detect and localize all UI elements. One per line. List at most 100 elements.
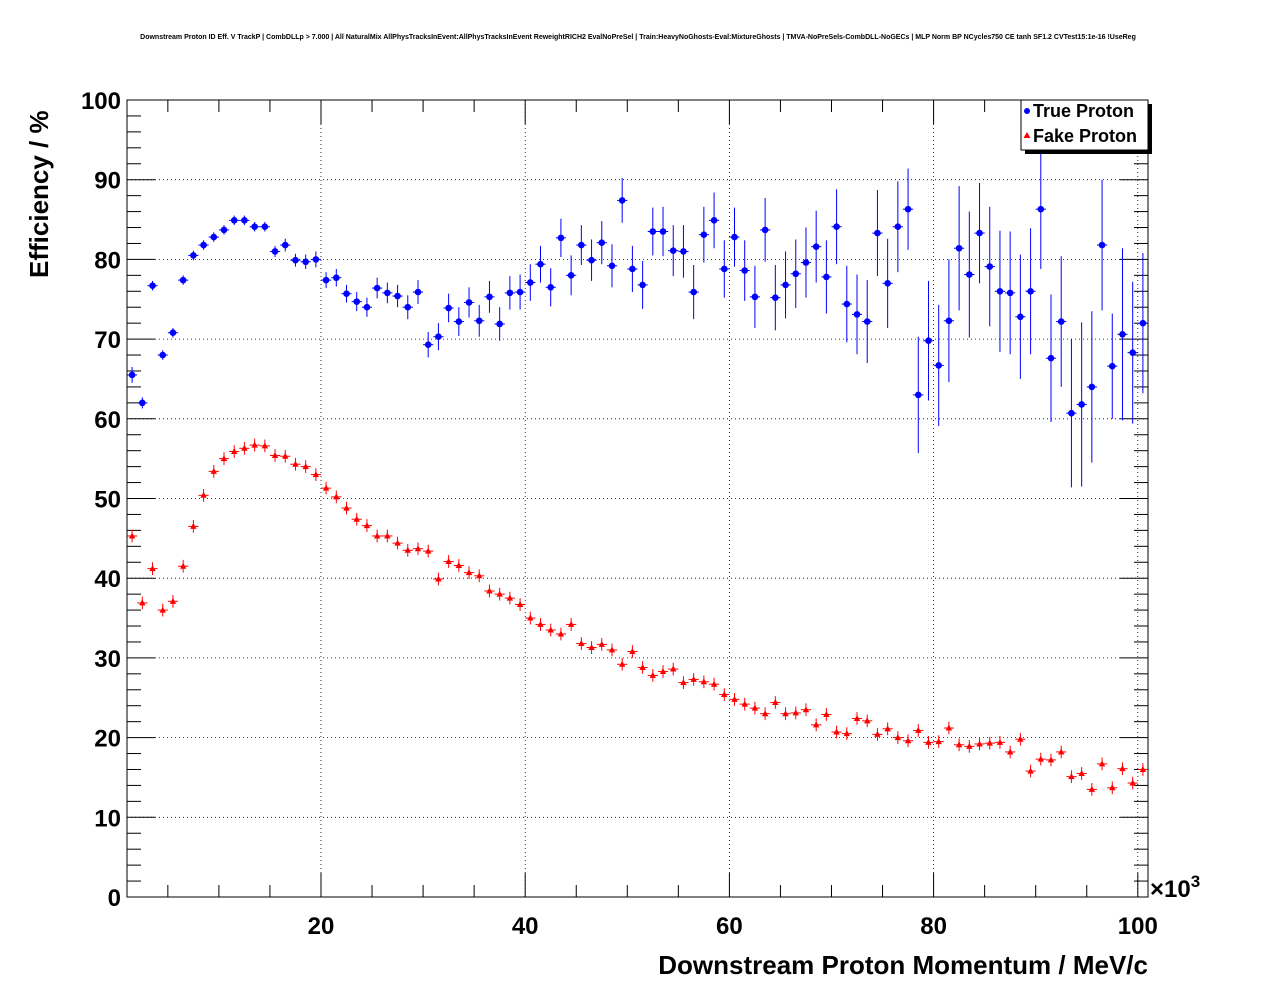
marker	[567, 620, 575, 627]
marker	[353, 515, 360, 522]
marker	[588, 256, 595, 264]
data-point	[902, 734, 914, 748]
x-tick-label: 60	[716, 913, 743, 940]
data-point	[280, 449, 291, 463]
marker	[843, 300, 851, 308]
data-point	[657, 665, 669, 678]
marker	[598, 239, 606, 246]
marker	[424, 341, 432, 348]
data-point	[290, 253, 301, 267]
data-point	[729, 207, 740, 267]
data-point	[606, 643, 618, 657]
legend-label-true-proton: True Proton	[1033, 101, 1134, 121]
marker	[414, 288, 422, 296]
marker	[833, 223, 840, 231]
marker	[537, 620, 544, 627]
data-point	[606, 244, 618, 288]
marker	[139, 399, 146, 407]
marker	[1098, 760, 1106, 767]
data-point	[637, 661, 648, 674]
data-point	[300, 460, 311, 473]
marker	[792, 270, 800, 278]
data-point	[739, 697, 750, 711]
marker	[1119, 765, 1126, 772]
marker	[741, 267, 749, 274]
data-point	[576, 225, 587, 265]
data-point	[494, 587, 505, 601]
data-point	[596, 637, 607, 651]
marker	[567, 272, 575, 279]
marker	[312, 256, 320, 263]
marker	[761, 710, 769, 717]
marker	[200, 241, 207, 249]
marker	[782, 281, 789, 289]
data-point	[535, 618, 546, 631]
marker	[384, 289, 391, 297]
marker	[649, 228, 657, 235]
data-point	[811, 718, 822, 732]
data-point	[525, 611, 536, 625]
data-point	[474, 569, 485, 583]
data-point	[341, 501, 352, 515]
marker	[241, 217, 248, 224]
data-point	[269, 245, 281, 258]
data-point	[1035, 752, 1046, 766]
data-point	[892, 181, 903, 273]
grid-lines	[127, 100, 1148, 897]
data-point	[229, 215, 240, 226]
legend-marker-fake-proton	[1023, 132, 1031, 138]
marker	[1109, 784, 1116, 791]
data-point	[1137, 253, 1148, 394]
y-tick-label: 30	[94, 646, 121, 673]
marker	[363, 522, 371, 529]
data-point	[392, 284, 403, 308]
data-point	[780, 251, 791, 319]
data-point	[484, 280, 495, 313]
marker	[476, 572, 483, 579]
data-point	[729, 692, 740, 706]
data-point	[974, 737, 985, 751]
marker	[394, 292, 401, 300]
data-point	[688, 673, 699, 686]
data-point	[433, 323, 444, 351]
marker	[547, 283, 555, 291]
marker	[128, 532, 136, 539]
data-point	[259, 439, 270, 453]
x-axis: 20 40 60 80 100	[167, 100, 1158, 940]
marker	[700, 231, 708, 238]
marker	[333, 274, 340, 282]
data-point	[474, 304, 485, 337]
data-point	[402, 295, 413, 320]
data-point	[1096, 757, 1108, 771]
marker	[210, 233, 218, 241]
data-point	[943, 721, 955, 735]
marker	[996, 738, 1004, 745]
data-point	[320, 272, 332, 289]
marker	[292, 460, 299, 467]
marker	[884, 280, 891, 287]
data-point	[698, 675, 709, 689]
y-axis: 0 10 20 30 40 50 60 70 80 90 100	[81, 88, 1148, 912]
data-point	[566, 255, 577, 296]
data-point	[1005, 745, 1016, 759]
data-point	[157, 603, 168, 617]
data-point	[361, 297, 373, 317]
data-point	[504, 276, 515, 310]
marker	[710, 217, 718, 224]
data-point	[331, 490, 342, 504]
data-point	[1056, 256, 1067, 387]
marker	[251, 223, 258, 231]
marker	[373, 284, 381, 292]
data-point	[668, 662, 679, 676]
marker	[751, 704, 759, 711]
marker	[200, 491, 207, 498]
data-point	[147, 562, 158, 576]
data-point	[872, 728, 883, 741]
data-point	[463, 287, 475, 318]
data-point	[555, 218, 567, 258]
marker	[925, 738, 932, 745]
data-point	[596, 221, 607, 265]
marker	[220, 455, 228, 462]
marker	[251, 441, 258, 448]
data-point	[647, 669, 658, 682]
